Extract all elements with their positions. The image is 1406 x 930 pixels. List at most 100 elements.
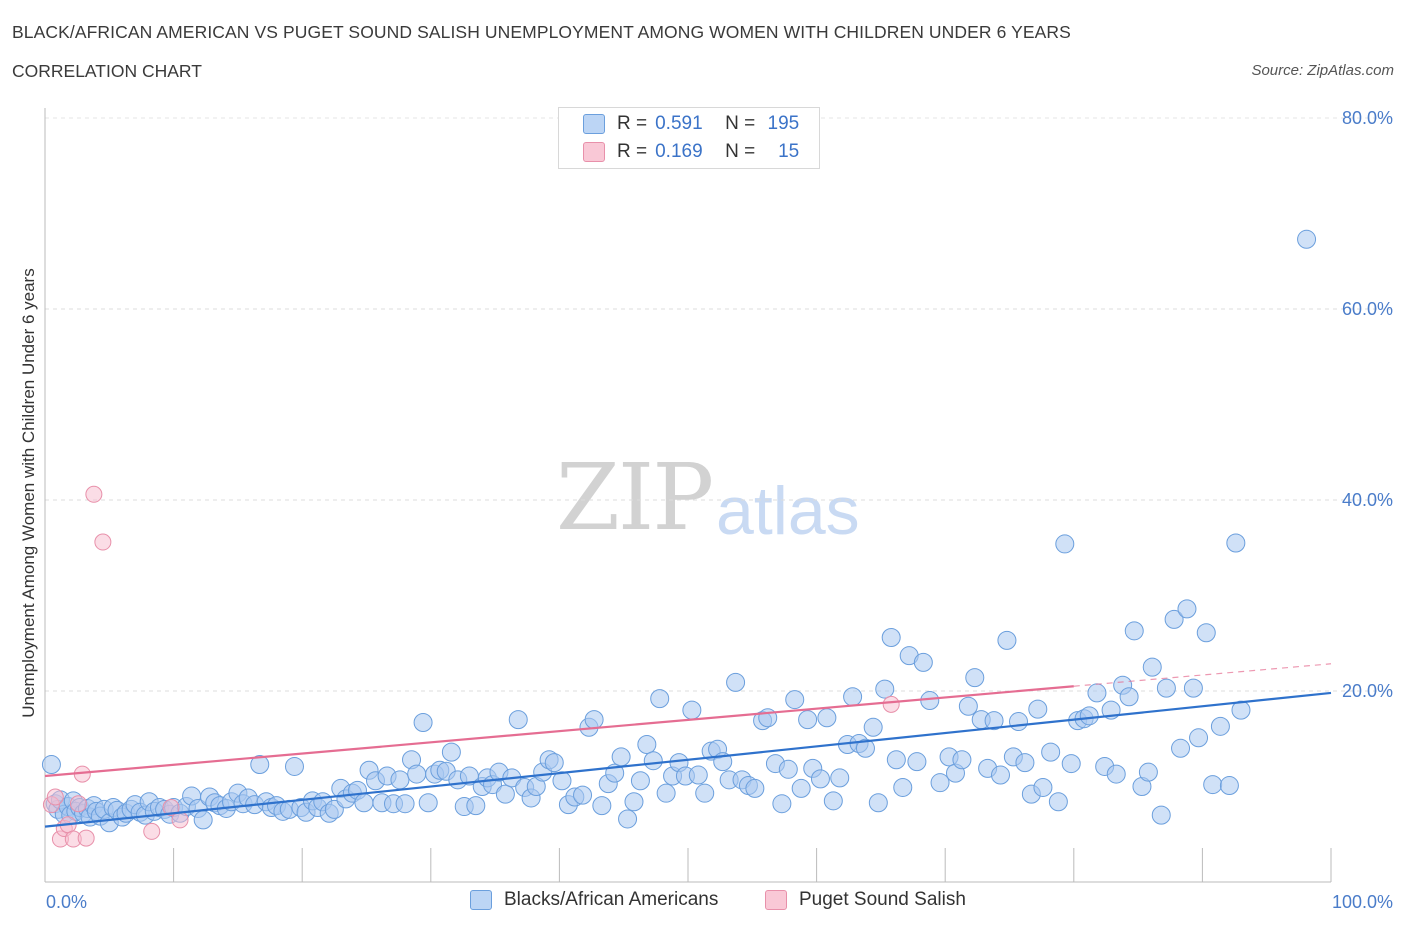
legend-label-blacks: Blacks/African Americans [504,889,719,910]
data-point-blacks [643,751,663,771]
watermark-atlas: atlas [716,473,860,549]
data-point-blacks [656,783,676,803]
tick-labels: 20.0% 40.0% 60.0% 80.0% 0.0% 100.0% [46,108,1393,912]
data-point-blacks [997,630,1017,650]
data-point-blacks [965,668,985,688]
data-point-blacks [952,750,972,770]
data-point-blacks [1231,700,1251,720]
data-point-blacks [868,793,888,813]
data-point-blacks [920,691,940,711]
data-point-blacks [1009,712,1029,732]
data-point-blacks [682,700,702,720]
data-point-blacks [508,710,528,730]
data-point-salish [171,811,189,829]
source-label: Source: ZipAtlas.com [1251,62,1394,79]
data-point-blacks [830,768,850,788]
data-point-blacks [990,765,1010,785]
data-point-blacks [1210,716,1230,736]
x-tick-label: 100.0% [1332,892,1393,912]
data-point-blacks [630,771,650,791]
data-point-blacks [466,796,486,816]
data-point-blacks [1196,623,1216,643]
data-point-blacks [1189,728,1209,748]
series-legend: Blacks/African Americans Puget Sound Sal… [0,889,1406,915]
data-point-blacks [407,764,427,784]
legend-label-salish: Puget Sound Salish [799,889,966,910]
legend-swatch-blue [470,890,492,910]
y-tick-label: 20.0% [1342,681,1393,701]
data-point-salish [85,485,103,503]
legend-swatch-pink [583,142,605,162]
data-point-blacks [544,753,564,773]
data-point-blacks [1142,657,1162,677]
data-point-blacks [907,752,927,772]
data-point-blacks [413,713,433,733]
data-point-blacks [1171,738,1191,758]
legend-swatch-blue [583,114,605,134]
data-point-blacks [1041,742,1061,762]
data-point-blacks [1156,678,1176,698]
legend-item-salish: Puget Sound Salish [765,889,966,911]
y-tick-label: 60.0% [1342,299,1393,319]
data-point-blacks [785,690,805,710]
data-point-blacks [1015,753,1035,773]
trend-line-salish-extension [1073,663,1332,687]
data-point-blacks [418,793,438,813]
data-point-salish [143,822,161,840]
legend-r-value: 0.591 [655,113,703,134]
data-point-blacks [881,628,901,648]
data-point-blacks [1177,599,1197,619]
data-point-blacks [791,778,811,798]
data-point-blacks [688,765,708,785]
data-point-blacks [1061,754,1081,774]
y-axis-label: Unemployment Among Women with Children U… [19,268,38,718]
data-point-blacks [1138,762,1158,782]
data-point-blacks [1219,776,1239,796]
data-point-blacks [441,742,461,762]
data-point-blacks [875,679,895,699]
data-point-blacks [611,747,631,767]
data-point-blacks [1151,805,1171,825]
data-point-blacks [893,777,913,797]
chart-subtitle: CORRELATION CHART [12,61,202,81]
data-point-blacks [984,711,1004,731]
data-point-blacks [1048,792,1068,812]
trend-line-blacks [44,691,1332,828]
data-point-blacks [1106,764,1126,784]
trend-lines [44,663,1332,828]
data-point-blacks [913,652,933,672]
legend-n-label: N = [725,141,756,162]
data-point-blacks [250,755,270,775]
legend-n-label: N = [725,113,756,134]
legend-n-value: 195 [767,113,800,134]
data-point-blacks [930,773,950,793]
data-point-blacks [1033,777,1053,797]
legend-n-value: 15 [778,141,800,162]
data-point-salish [94,533,112,551]
data-point-blacks [390,770,410,790]
trend-line-salish [44,685,1074,778]
data-point-blacks [817,708,837,728]
data-point-blacks [395,794,415,814]
correlation-legend: R = 0.591 N = 195 R = 0.169 N = 15 [558,107,820,169]
data-point-blacks [584,710,604,730]
data-point-blacks [1055,534,1075,554]
data-point-blacks [495,784,515,804]
data-point-blacks [1297,229,1317,249]
axes [44,108,1332,883]
y-tick-label: 80.0% [1342,108,1393,128]
data-point-blacks [823,791,843,811]
data-point-blacks [886,750,906,770]
data-point-salish [77,829,95,847]
data-point-blacks [637,734,657,754]
data-point-blacks [618,809,638,829]
series-blacks-points [41,229,1317,833]
legend-r-label: R = [617,113,648,134]
data-point-blacks [855,738,875,758]
data-point-blacks [624,792,644,812]
data-point-blacks [1079,706,1099,726]
series-salish-points [42,485,900,848]
data-point-blacks [772,794,792,814]
data-point-blacks [1087,683,1107,703]
